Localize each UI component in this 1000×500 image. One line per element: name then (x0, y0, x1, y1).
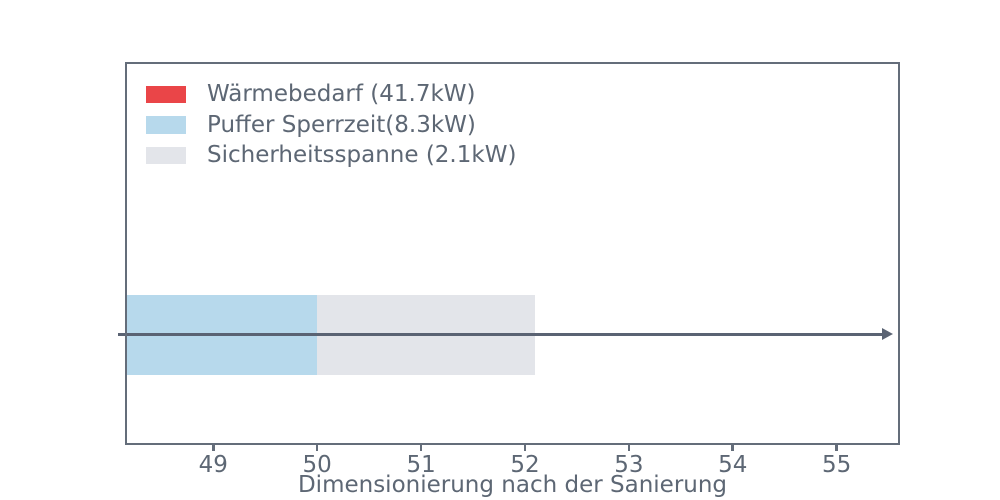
x-tick-label: 53 (614, 452, 644, 478)
x-tick-mark (523, 445, 527, 451)
legend-item: Puffer Sperrzeit(8.3kW) (146, 110, 516, 141)
legend-label: Puffer Sperrzeit(8.3kW) (207, 111, 476, 138)
legend: Wärmebedarf (41.7kW) Puffer Sperrzeit(8.3… (146, 79, 516, 171)
x-tick-mark (315, 445, 319, 451)
legend-swatch (146, 85, 186, 104)
x-tick-label: 52 (510, 452, 540, 478)
arrowhead-icon (881, 328, 893, 341)
legend-swatch (146, 116, 186, 134)
x-tick-label: 54 (718, 452, 748, 478)
x-tick-label: 55 (821, 452, 852, 478)
x-tick-mark (731, 445, 734, 451)
legend-item: Wärmebedarf (41.7kW) (146, 79, 516, 110)
plot-area: Wärmebedarf (41.7kW) Puffer Sperrzeit(8.3… (118, 62, 900, 478)
legend-label: Wärmebedarf (41.7kW) (207, 81, 476, 108)
legend-label: Sicherheitsspanne (2.1kW) (207, 142, 517, 169)
x-tick-label: 49 (198, 452, 228, 478)
x-tick-mark (627, 445, 631, 451)
dimension-arrow-line (118, 333, 884, 336)
x-tick-label: 51 (406, 452, 436, 478)
x-tick-mark (835, 445, 838, 451)
legend-item: Sicherheitsspanne (2.1kW) (146, 140, 516, 171)
x-tick-label: 50 (302, 452, 332, 478)
x-tick-mark (212, 445, 215, 451)
x-axis-label: Dimensionierung nach der Sanierung (297, 472, 728, 498)
x-tick-mark (419, 445, 423, 451)
legend-swatch (146, 146, 186, 165)
